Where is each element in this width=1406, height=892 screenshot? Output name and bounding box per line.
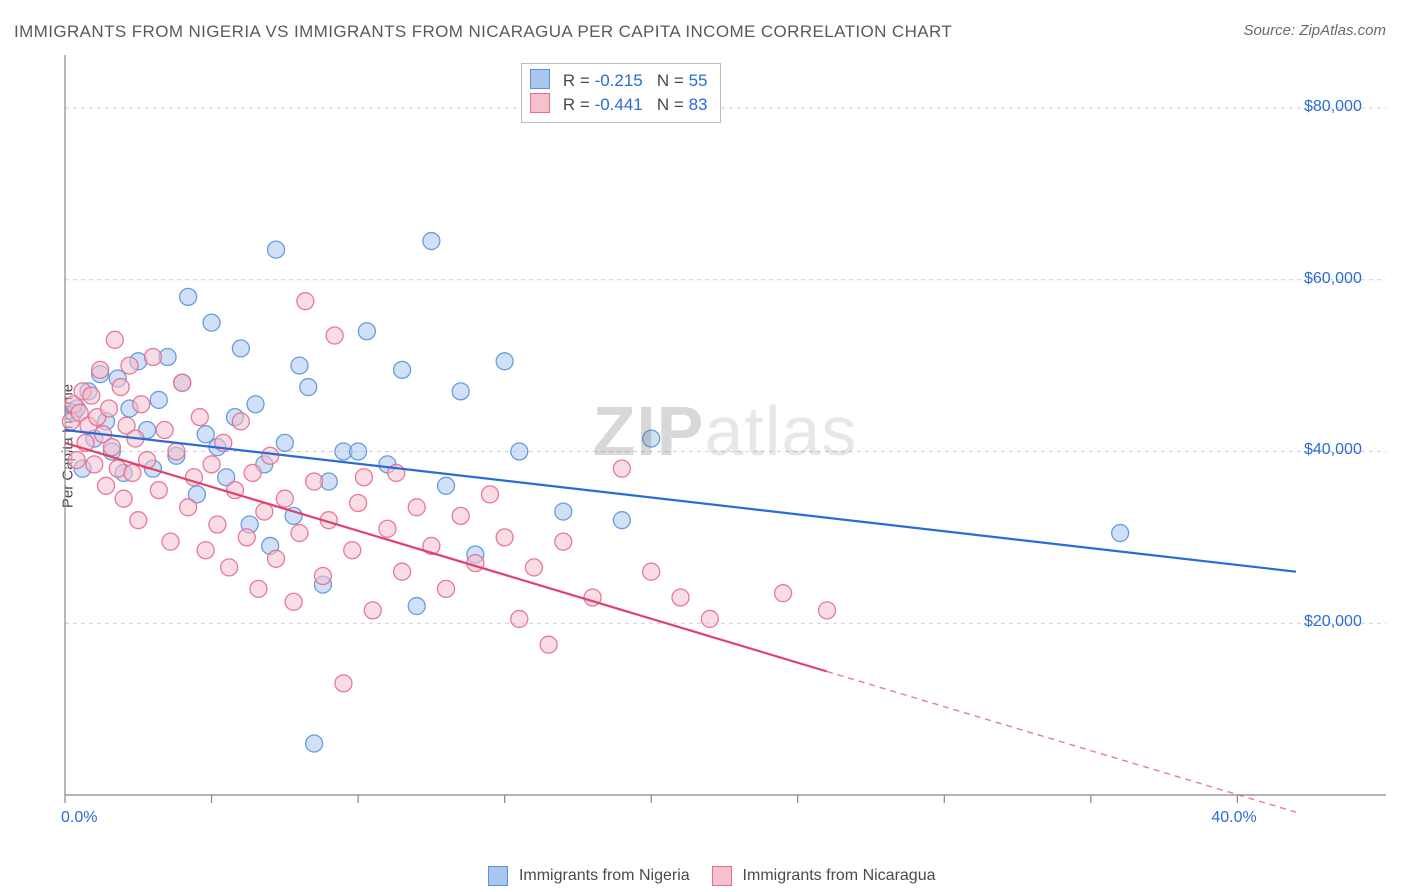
corr-row: R = -0.441 N = 83	[530, 93, 707, 117]
y-axis-label-40k: $40,000	[1304, 441, 1362, 459]
legend-swatch-nicaragua	[712, 866, 732, 886]
legend-label-nicaragua: Immigrants from Nicaragua	[743, 867, 936, 884]
series-legend: Immigrants from Nigeria Immigrants from …	[0, 866, 1406, 886]
plot-area: ZIPatlas R = -0.215 N = 55 R = -0.441 N …	[50, 55, 1386, 835]
y-axis-label-80k: $80,000	[1304, 98, 1362, 116]
legend-label-nigeria: Immigrants from Nigeria	[519, 867, 690, 884]
correlation-legend-box: R = -0.215 N = 55 R = -0.441 N = 83	[521, 63, 720, 123]
corr-swatch	[530, 69, 550, 89]
corr-n-value: 55	[689, 71, 708, 90]
chart-source: Source: ZipAtlas.com	[1243, 22, 1386, 39]
x-axis-label-max: 40.0%	[1211, 809, 1256, 827]
corr-r-value: -0.441	[595, 95, 643, 114]
x-axis-label-min: 0.0%	[61, 809, 97, 827]
corr-n-value: 83	[689, 95, 708, 114]
chart-title: IMMIGRANTS FROM NIGERIA VS IMMIGRANTS FR…	[14, 22, 952, 42]
legend-swatch-nigeria	[488, 866, 508, 886]
scatter-chart-svg	[50, 55, 1386, 835]
y-axis-label-20k: $20,000	[1304, 613, 1362, 631]
corr-r-value: -0.215	[595, 71, 643, 90]
y-axis-label-60k: $60,000	[1304, 270, 1362, 288]
corr-swatch	[530, 93, 550, 113]
corr-row: R = -0.215 N = 55	[530, 69, 707, 93]
